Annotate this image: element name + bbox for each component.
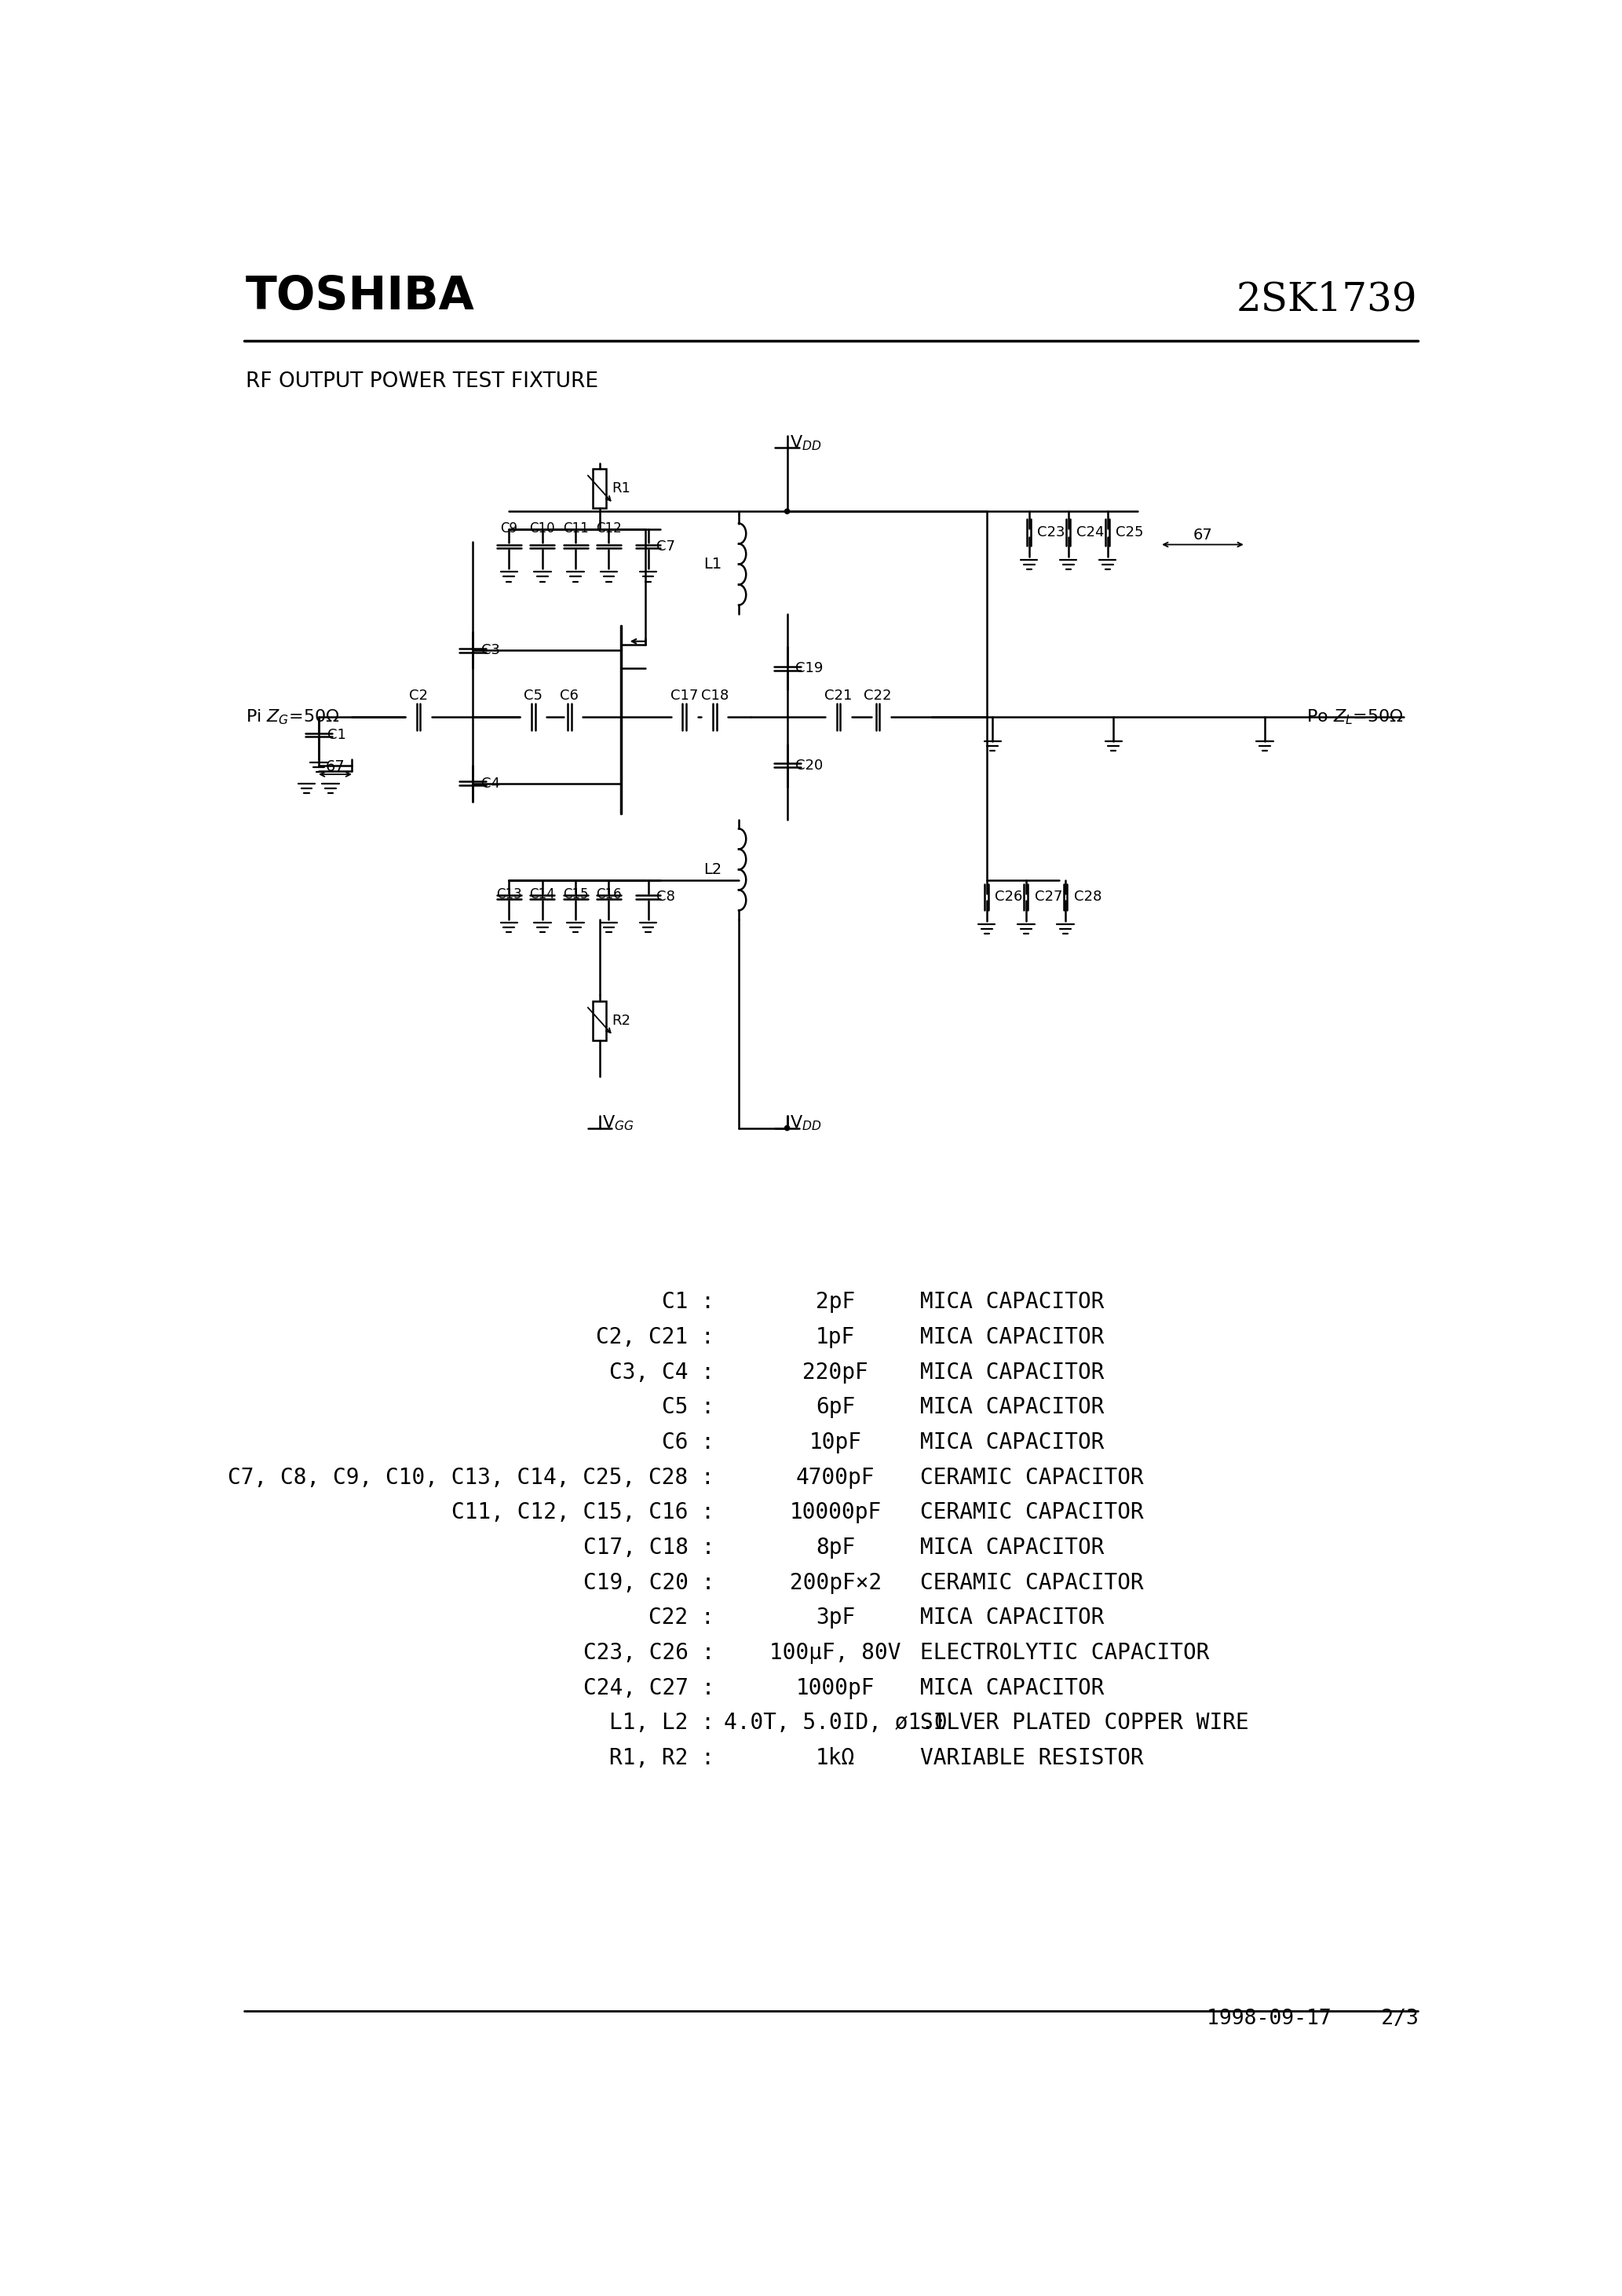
Text: CERAMIC CAPACITOR: CERAMIC CAPACITOR	[920, 1467, 1144, 1488]
Text: C6: C6	[560, 689, 579, 703]
Text: 220pF: 220pF	[803, 1362, 868, 1384]
Text: MICA CAPACITOR: MICA CAPACITOR	[920, 1290, 1105, 1313]
Text: C15: C15	[563, 886, 589, 902]
Text: C27: C27	[1035, 891, 1062, 905]
Text: C10: C10	[529, 521, 555, 535]
Text: C24, C27 :: C24, C27 :	[582, 1676, 715, 1699]
Text: MICA CAPACITOR: MICA CAPACITOR	[920, 1433, 1105, 1453]
Text: C25: C25	[1116, 526, 1144, 540]
Text: C18: C18	[701, 689, 728, 703]
Text: 8pF: 8pF	[816, 1536, 855, 1559]
Text: 6pF: 6pF	[816, 1396, 855, 1419]
Text: 67: 67	[1194, 528, 1213, 542]
Text: C5: C5	[524, 689, 543, 703]
Text: 67: 67	[326, 760, 345, 774]
Text: C4: C4	[482, 776, 500, 790]
Text: 4.0T, 5.0ID, ø1.0: 4.0T, 5.0ID, ø1.0	[723, 1713, 947, 1733]
Text: C2, C21 :: C2, C21 :	[597, 1327, 715, 1348]
Text: C12: C12	[595, 521, 621, 535]
Text: MICA CAPACITOR: MICA CAPACITOR	[920, 1607, 1105, 1628]
Text: C19, C20 :: C19, C20 :	[582, 1573, 715, 1593]
Text: C16: C16	[595, 886, 621, 902]
Bar	[594, 1001, 607, 1040]
Text: 1000pF: 1000pF	[796, 1676, 874, 1699]
Text: C9: C9	[501, 521, 517, 535]
Text: TOSHIBA: TOSHIBA	[245, 273, 475, 319]
Text: C26: C26	[996, 891, 1023, 905]
Text: MICA CAPACITOR: MICA CAPACITOR	[920, 1396, 1105, 1419]
Text: C11, C12, C15, C16 :: C11, C12, C15, C16 :	[451, 1502, 715, 1525]
Text: 4700pF: 4700pF	[796, 1467, 874, 1488]
Text: C5 :: C5 :	[662, 1396, 715, 1419]
Text: L1, L2 :: L1, L2 :	[610, 1713, 715, 1733]
Circle shape	[785, 1125, 790, 1130]
Text: ELECTROLYTIC CAPACITOR: ELECTROLYTIC CAPACITOR	[920, 1642, 1210, 1665]
Text: MICA CAPACITOR: MICA CAPACITOR	[920, 1676, 1105, 1699]
Text: C23, C26 :: C23, C26 :	[582, 1642, 715, 1665]
Text: C23: C23	[1038, 526, 1066, 540]
Text: C3: C3	[482, 643, 500, 657]
Bar	[594, 468, 607, 507]
Text: C21: C21	[824, 689, 853, 703]
Text: C7, C8, C9, C10, C13, C14, C25, C28 :: C7, C8, C9, C10, C13, C14, C25, C28 :	[229, 1467, 715, 1488]
Text: C7: C7	[657, 540, 675, 553]
Text: 2SK1739: 2SK1739	[1236, 280, 1418, 319]
Text: R2: R2	[611, 1013, 631, 1029]
Text: C8: C8	[657, 891, 675, 905]
Text: 100μF, 80V: 100μF, 80V	[770, 1642, 902, 1665]
Text: Po $Z_L$=50$\Omega$: Po $Z_L$=50$\Omega$	[1307, 707, 1403, 726]
Text: 1kΩ: 1kΩ	[816, 1747, 855, 1770]
Text: 200pF×2: 200pF×2	[790, 1573, 881, 1593]
Text: R1: R1	[611, 482, 631, 496]
Text: V$_{GG}$: V$_{GG}$	[602, 1114, 634, 1132]
Text: C28: C28	[1074, 891, 1101, 905]
Text: L1: L1	[704, 556, 722, 572]
Text: C2: C2	[409, 689, 428, 703]
Text: C19: C19	[796, 661, 824, 675]
Text: C6 :: C6 :	[662, 1433, 715, 1453]
Text: MICA CAPACITOR: MICA CAPACITOR	[920, 1327, 1105, 1348]
Text: CERAMIC CAPACITOR: CERAMIC CAPACITOR	[920, 1502, 1144, 1525]
Text: VARIABLE RESISTOR: VARIABLE RESISTOR	[920, 1747, 1144, 1770]
Text: Pi $Z_G$=50$\Omega$: Pi $Z_G$=50$\Omega$	[247, 707, 341, 726]
Text: 1998-09-17    2/3: 1998-09-17 2/3	[1207, 2009, 1418, 2030]
Text: C22: C22	[865, 689, 892, 703]
Text: C20: C20	[796, 758, 824, 771]
Text: MICA CAPACITOR: MICA CAPACITOR	[920, 1362, 1105, 1384]
Text: 3pF: 3pF	[816, 1607, 855, 1628]
Text: V$_{DD}$: V$_{DD}$	[790, 1114, 821, 1132]
Text: MICA CAPACITOR: MICA CAPACITOR	[920, 1536, 1105, 1559]
Text: C1: C1	[328, 728, 345, 742]
Text: SILVER PLATED COPPER WIRE: SILVER PLATED COPPER WIRE	[920, 1713, 1249, 1733]
Text: C14: C14	[529, 886, 555, 902]
Text: RF OUTPUT POWER TEST FIXTURE: RF OUTPUT POWER TEST FIXTURE	[245, 372, 599, 393]
Text: V$_{DD}$: V$_{DD}$	[790, 434, 821, 452]
Text: R1, R2 :: R1, R2 :	[610, 1747, 715, 1770]
Text: C1 :: C1 :	[662, 1290, 715, 1313]
Text: C13: C13	[496, 886, 522, 902]
Circle shape	[785, 510, 790, 514]
Text: C17, C18 :: C17, C18 :	[582, 1536, 715, 1559]
Text: 10pF: 10pF	[809, 1433, 861, 1453]
Text: C24: C24	[1077, 526, 1105, 540]
Text: C11: C11	[563, 521, 589, 535]
Text: L2: L2	[704, 861, 722, 877]
Text: C3, C4 :: C3, C4 :	[610, 1362, 715, 1384]
Text: C17: C17	[670, 689, 697, 703]
Text: 2pF: 2pF	[816, 1290, 855, 1313]
Text: CERAMIC CAPACITOR: CERAMIC CAPACITOR	[920, 1573, 1144, 1593]
Text: C22 :: C22 :	[649, 1607, 715, 1628]
Text: 10000pF: 10000pF	[790, 1502, 881, 1525]
Text: 1pF: 1pF	[816, 1327, 855, 1348]
